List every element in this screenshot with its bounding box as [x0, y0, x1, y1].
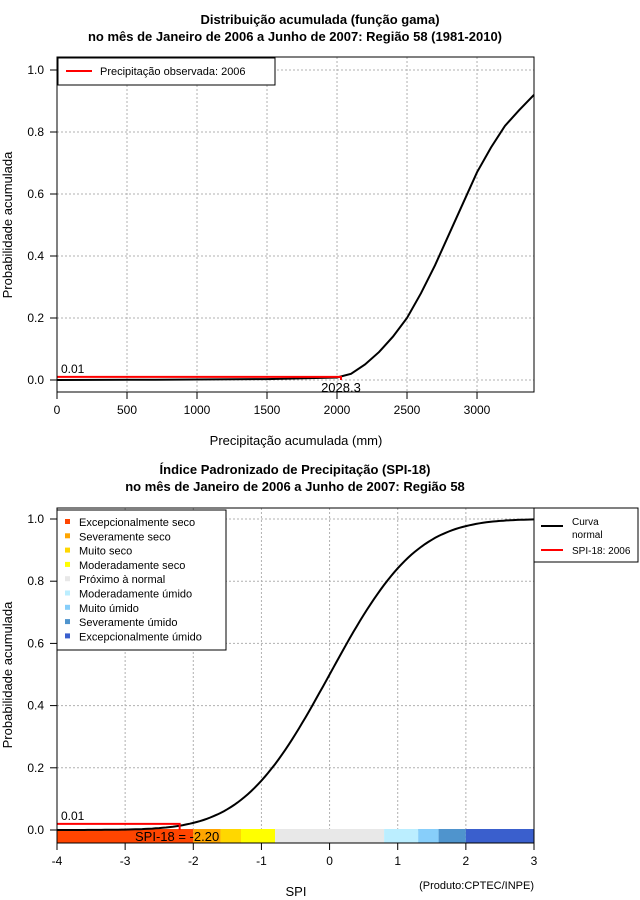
spi-class-band — [275, 829, 385, 843]
spi-class-band — [220, 829, 241, 843]
y-tick-label: 0.8 — [27, 574, 44, 588]
legend-label: Severamente úmido — [79, 617, 177, 629]
legend-swatch — [65, 561, 70, 567]
x-tick-label: -1 — [256, 854, 267, 868]
observed-y-label: 0.01 — [61, 809, 85, 823]
legend-swatch — [65, 547, 70, 553]
x-tick-label: 3 — [531, 854, 538, 868]
legend-swatch — [65, 633, 70, 639]
y-tick-label: 0.2 — [27, 311, 44, 325]
legend-swatch — [65, 590, 70, 596]
chart-title-line1: Distribuição acumulada (função gama) — [200, 12, 439, 27]
chart-title-line2: no mês de Janeiro de 2006 a Junho de 200… — [88, 29, 502, 44]
x-axis-label: SPI — [286, 884, 307, 899]
legend-label: Excepcionalmente seco — [79, 517, 195, 529]
legend-label: Muito úmido — [79, 603, 139, 615]
gamma-cdf-plot: Distribuição acumulada (função gama) no … — [0, 12, 535, 448]
legend-label: Severamente seco — [79, 531, 171, 543]
legend-label: Moderadamente úmido — [79, 589, 192, 601]
legend-swatch — [65, 604, 70, 610]
plot-frame — [56, 56, 535, 393]
x-tick-label: 1 — [394, 854, 401, 868]
y-tick-label: 0.2 — [27, 761, 44, 775]
x-tick-label: 2000 — [324, 403, 351, 417]
x-tick-label: 0 — [326, 854, 333, 868]
plot-frame — [56, 507, 535, 844]
spi-class-band — [418, 829, 439, 843]
x-tick-label: 1500 — [254, 403, 281, 417]
legend: Precipitação observada: 2006 — [57, 57, 276, 86]
x-axis-label: Precipitação acumulada (mm) — [210, 433, 383, 448]
legend-label: Muito seco — [79, 546, 132, 558]
x-tick-label: -3 — [120, 854, 131, 868]
spi-class-band — [465, 829, 534, 843]
normal-cdf-curve — [57, 518, 535, 831]
legend-swatch — [65, 533, 70, 539]
legend-swatch — [65, 576, 70, 582]
spi-class-band — [57, 829, 194, 843]
y-tick-label: 0.0 — [27, 823, 44, 837]
legend-label-normal-2: normal — [572, 530, 603, 541]
x-tick-label: 2 — [463, 854, 470, 868]
legend-label-spi: SPI-18: 2006 — [572, 546, 631, 557]
y-axis-label: Probabilidade acumulada — [0, 151, 15, 298]
y-tick-label: 1.0 — [27, 63, 44, 77]
spi-class-band — [384, 829, 419, 843]
spi-value-label: SPI-18 = -2.20 — [135, 829, 219, 844]
y-tick-label: 0.8 — [27, 125, 44, 139]
credit-text: (Produto:CPTEC/INPE) — [419, 880, 534, 892]
observed-spi-line — [57, 822, 181, 830]
y-axis-label: Probabilidade acumulada — [0, 601, 15, 748]
observed-y-label: 0.01 — [61, 362, 85, 376]
chart-title-line2: no mês de Janeiro de 2006 a Junho de 200… — [125, 479, 465, 494]
legend-label: Moderadamente seco — [79, 560, 185, 572]
y-tick-label: 1.0 — [27, 512, 44, 526]
legend-label-normal: Curva — [572, 517, 599, 528]
x-tick-label: -4 — [52, 854, 63, 868]
y-tick-label: 0.4 — [27, 699, 44, 713]
x-tick-label: 500 — [117, 403, 137, 417]
observed-precip-line — [57, 375, 342, 380]
observed-x-label: 2028.3 — [321, 380, 361, 395]
y-tick-label: 0.4 — [27, 249, 44, 263]
gamma-cdf-curve — [56, 94, 535, 381]
chart-title-line1: Índice Padronizado de Precipitação (SPI-… — [160, 462, 431, 477]
x-tick-label: 2500 — [394, 403, 421, 417]
x-tick-label: 1000 — [184, 403, 211, 417]
category-legend: Excepcionalmente seco Severamente seco Mui… — [56, 509, 227, 651]
spi-class-band — [193, 829, 221, 843]
legend-label: Próximo à normal — [79, 574, 165, 586]
y-tick-label: 0.6 — [27, 636, 44, 650]
legend-swatch — [65, 519, 70, 524]
spi-class-band — [240, 829, 276, 843]
y-tick-label: 0.0 — [27, 373, 44, 387]
legend-label: Excepcionalmente úmido — [79, 631, 202, 643]
spi-normal-plot: Índice Padronizado de Precipitação (SPI-… — [0, 462, 639, 899]
x-tick-label: 3000 — [464, 403, 491, 417]
x-tick-label: -2 — [188, 854, 199, 868]
legend-swatch — [65, 619, 70, 625]
spi-class-band — [438, 829, 466, 843]
line-legend: Curva normal SPI-18: 2006 — [533, 507, 639, 563]
legend-label-observed: Precipitação observada: 2006 — [100, 66, 246, 78]
x-tick-label: 0 — [54, 403, 61, 417]
y-tick-label: 0.6 — [27, 187, 44, 201]
